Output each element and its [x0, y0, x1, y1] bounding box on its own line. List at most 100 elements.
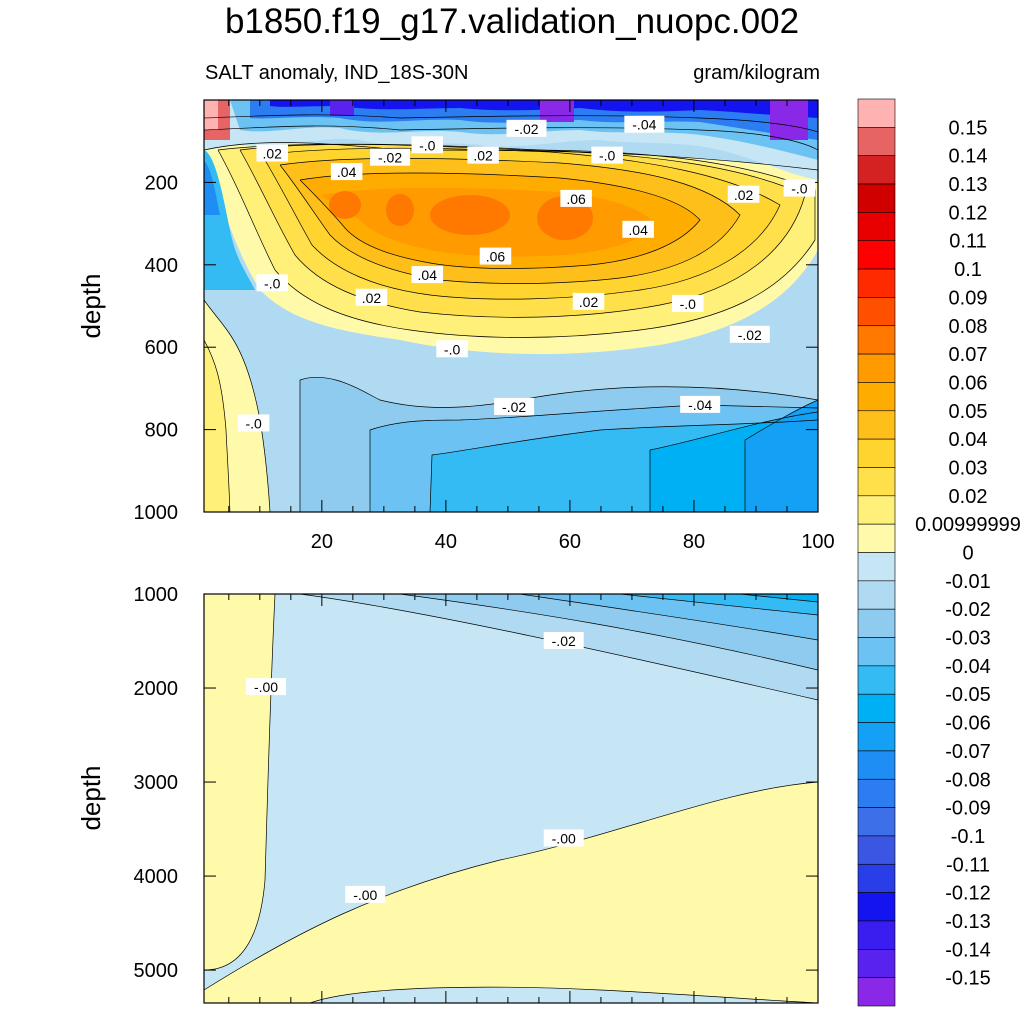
colorbar-swatch [857, 523, 896, 553]
colorbar-label: 0 [962, 543, 973, 565]
colorbar-label: 0.11 [949, 231, 986, 253]
x-tick-label: 60 [559, 531, 581, 553]
chart-title: b1850.f19_g17.validation_nuopc.002 [224, 2, 800, 41]
contour-label: -.0 [672, 294, 704, 312]
y-tick-label: 1000 [134, 502, 179, 524]
colorbar-label: 0.02 [949, 486, 988, 508]
contour-label: .04 [411, 266, 444, 284]
contour-label: -.0 [591, 146, 623, 164]
contour-label: -.00 [543, 829, 584, 847]
colorbar-label: 0.04 [949, 429, 988, 451]
contour-labels: .02 -.02 -.0 .02 -.02 -.0 -.04 .04 .06 .02 -.0 .04.… [237, 115, 816, 903]
contour-label: -.04 [680, 395, 721, 413]
colorbar-label: 0.05 [949, 401, 988, 423]
colorbar-swatch [857, 155, 896, 185]
colorbar-swatch [857, 382, 896, 412]
colorbar-swatch [857, 183, 896, 213]
contour-label: -.02 [729, 325, 770, 343]
svg-text:-.04: -.04 [632, 117, 656, 133]
contour-label: -.0 [237, 414, 270, 432]
svg-text:-.00: -.00 [254, 679, 278, 695]
contour-label: .02 [727, 185, 760, 203]
svg-text:.02: .02 [473, 148, 493, 164]
colorbar-swatch [857, 637, 896, 667]
colorbar-swatch [857, 552, 896, 582]
svg-text:-.0: -.0 [245, 415, 262, 431]
contour-label: -.0 [783, 179, 816, 197]
contour-label: -.02 [370, 148, 411, 166]
colorbar-swatch [857, 807, 896, 837]
y-tick-label: 400 [145, 255, 178, 277]
svg-text:-.02: -.02 [502, 399, 526, 415]
colorbar-label: 0.07 [949, 344, 988, 366]
colorbar-swatch [857, 608, 896, 638]
colorbar-swatch [857, 98, 896, 128]
contour-label: .06 [479, 247, 512, 265]
colorbar-swatch [857, 212, 896, 242]
contour-label: .02 [467, 146, 499, 164]
colorbar-label: 0.15 [949, 117, 988, 139]
y-tick-label: 2000 [134, 678, 179, 700]
lower-y-axis-label: depth [76, 765, 106, 830]
colorbar-label: 0.08 [949, 316, 988, 338]
y-tick-label: 600 [145, 337, 178, 359]
y-tick-label: 5000 [134, 960, 179, 982]
colorbar-swatch [857, 467, 896, 497]
colorbar-label: -0.02 [945, 599, 991, 621]
colorbar-swatch [857, 693, 896, 723]
contour-label: -.02 [506, 119, 547, 137]
y-tick-label: 4000 [134, 866, 179, 888]
svg-text:-.0: -.0 [599, 148, 616, 164]
colorbar: 0.15 0.14 0.13 0.12 0.11 0.1 0.09 0.08 0.07 0.06 0… [857, 98, 1021, 1007]
colorbar-swatch [857, 353, 896, 383]
colorbar-swatch [857, 892, 896, 922]
svg-text:.02: .02 [362, 290, 382, 306]
colorbar-label: -0.01 [945, 571, 991, 593]
contour-label: .04 [622, 220, 654, 238]
y-tick-label: 1000 [134, 584, 179, 606]
colorbar-label: 0.00999999 [915, 514, 1021, 536]
svg-text:-.0: -.0 [419, 137, 436, 153]
svg-text:-.0: -.0 [264, 275, 281, 291]
x-tick-label: 100 [801, 531, 834, 553]
y-tick-label: 800 [145, 420, 178, 442]
colorbar-swatch [857, 665, 896, 695]
colorbar-swatch [857, 127, 896, 156]
colorbar-swatch [857, 325, 896, 355]
colorbar-swatch [857, 835, 896, 865]
svg-text:.02: .02 [579, 294, 599, 310]
colorbar-label: 0.13 [949, 174, 988, 196]
colorbar-label: 0.06 [949, 372, 988, 394]
colorbar-swatch [857, 495, 896, 525]
colorbar-label: 0.1 [954, 259, 982, 281]
colorbar-swatch [857, 977, 896, 1007]
variable-subtitle: SALT anomaly, IND_18S-30N [205, 62, 469, 84]
upper-y-axis-label: depth [76, 273, 106, 338]
svg-text:-.02: -.02 [378, 150, 402, 166]
contour-label: -.02 [543, 632, 584, 650]
colorbar-label: -0.05 [945, 684, 991, 706]
colorbar-label: 0.09 [949, 287, 988, 309]
colorbar-swatch [857, 438, 896, 468]
svg-text:-.0: -.0 [444, 341, 461, 357]
colorbar-swatch [857, 580, 896, 610]
svg-text:-.02: -.02 [552, 633, 576, 649]
colorbar-swatch [857, 722, 896, 752]
svg-text:-.00: -.00 [353, 887, 377, 903]
colorbar-swatch [857, 750, 896, 780]
colorbar-label: -0.03 [945, 628, 991, 650]
contour-label: .06 [560, 189, 592, 207]
contour-label: .02 [256, 144, 288, 162]
svg-text:-.0: -.0 [680, 296, 697, 312]
colorbar-label: -0.14 [945, 939, 991, 961]
contour-label: .02 [572, 292, 605, 310]
svg-text:.02: .02 [734, 187, 754, 203]
colorbar-swatch [857, 240, 896, 270]
units-subtitle: gram/kilogram [693, 62, 820, 84]
colorbar-swatch [857, 410, 896, 440]
svg-text:.04: .04 [418, 267, 438, 283]
colorbar-label: -0.04 [945, 656, 991, 678]
contour-label: -.0 [256, 274, 288, 292]
contour-label: -.00 [345, 885, 386, 903]
